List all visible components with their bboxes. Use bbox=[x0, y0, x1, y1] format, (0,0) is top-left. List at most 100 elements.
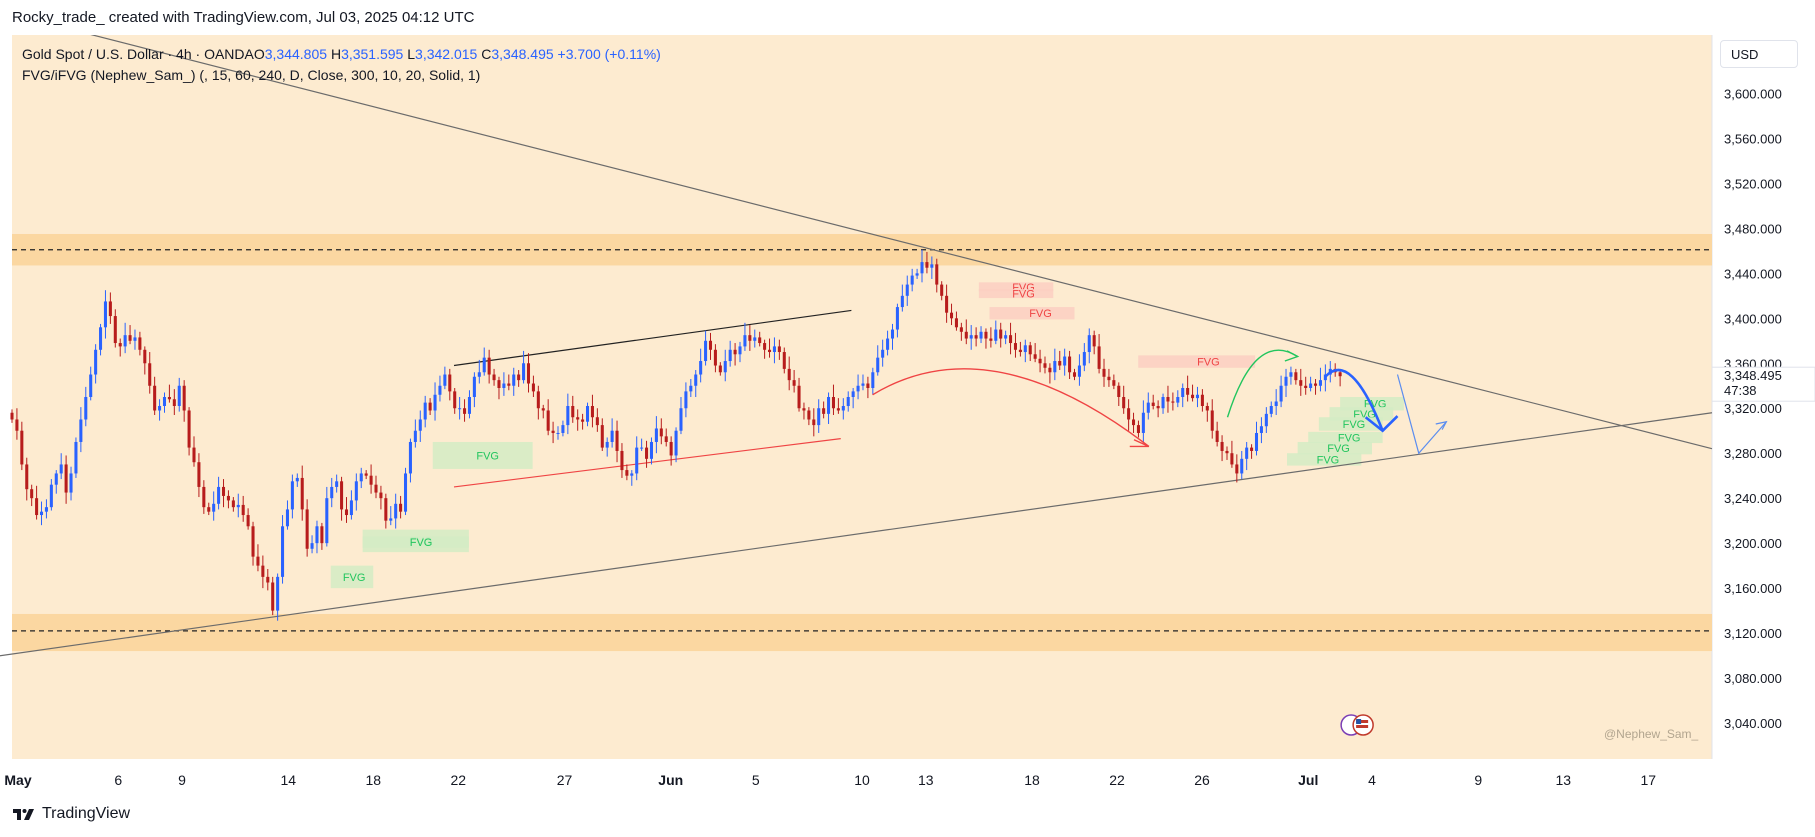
candle-body[interactable] bbox=[935, 264, 939, 285]
candle-body[interactable] bbox=[261, 565, 265, 577]
candle-body[interactable] bbox=[300, 477, 304, 510]
candle-body[interactable] bbox=[556, 432, 560, 434]
candle-body[interactable] bbox=[812, 419, 816, 426]
candle-body[interactable] bbox=[600, 425, 604, 448]
candle-body[interactable] bbox=[231, 500, 235, 508]
candle-body[interactable] bbox=[492, 374, 496, 381]
candle-body[interactable] bbox=[841, 405, 845, 411]
candle-body[interactable] bbox=[1269, 405, 1273, 414]
candle-body[interactable] bbox=[1299, 380, 1303, 386]
candle-body[interactable] bbox=[900, 295, 904, 308]
candle-body[interactable] bbox=[1156, 405, 1160, 409]
candle-body[interactable] bbox=[158, 405, 162, 411]
candle-body[interactable] bbox=[910, 275, 914, 285]
candle-body[interactable] bbox=[969, 335, 973, 339]
candle-body[interactable] bbox=[330, 486, 334, 499]
candle-body[interactable] bbox=[463, 408, 467, 414]
candle-body[interactable] bbox=[615, 430, 619, 451]
candle-body[interactable] bbox=[1323, 374, 1327, 381]
candle-body[interactable] bbox=[1245, 447, 1249, 459]
candle-body[interactable] bbox=[35, 498, 39, 516]
candle-body[interactable] bbox=[684, 391, 688, 409]
candle-body[interactable] bbox=[610, 430, 614, 442]
candle-body[interactable] bbox=[246, 515, 250, 527]
candle-body[interactable] bbox=[79, 419, 83, 442]
candle-body[interactable] bbox=[1063, 356, 1067, 366]
candle-body[interactable] bbox=[15, 419, 19, 431]
candle-body[interactable] bbox=[389, 518, 393, 521]
candle-body[interactable] bbox=[241, 504, 245, 516]
candle-body[interactable] bbox=[679, 408, 683, 431]
candle-body[interactable] bbox=[728, 349, 732, 362]
candle-body[interactable] bbox=[1043, 363, 1047, 368]
candle-body[interactable] bbox=[954, 318, 958, 328]
candle-body[interactable] bbox=[738, 346, 742, 355]
candle-body[interactable] bbox=[595, 417, 599, 426]
candle-body[interactable] bbox=[266, 576, 270, 583]
candle-body[interactable] bbox=[423, 402, 427, 420]
candle-body[interactable] bbox=[64, 464, 68, 493]
candle-body[interactable] bbox=[84, 397, 88, 420]
candle-body[interactable] bbox=[797, 385, 801, 409]
candle-body[interactable] bbox=[256, 556, 260, 566]
candle-body[interactable] bbox=[625, 470, 629, 476]
candle-body[interactable] bbox=[453, 391, 457, 409]
candle-body[interactable] bbox=[187, 410, 191, 448]
candle-body[interactable] bbox=[1181, 388, 1185, 397]
candle-body[interactable] bbox=[172, 399, 176, 406]
candle-body[interactable] bbox=[802, 408, 806, 411]
candle-body[interactable] bbox=[428, 402, 432, 411]
candle-body[interactable] bbox=[649, 441, 653, 459]
candle-body[interactable] bbox=[861, 383, 865, 386]
candle-body[interactable] bbox=[153, 385, 157, 411]
candle-body[interactable] bbox=[1220, 441, 1224, 451]
candle-body[interactable] bbox=[748, 335, 752, 341]
chart-frame[interactable]: FVGFVGFVGFVGFVGFVGFVGFVGFVGFVGFVGFVGFVGF… bbox=[0, 35, 1815, 795]
candle-body[interactable] bbox=[177, 385, 181, 406]
candle-body[interactable] bbox=[408, 441, 412, 474]
candle-body[interactable] bbox=[320, 526, 324, 544]
candle-body[interactable] bbox=[1009, 335, 1013, 344]
candle-body[interactable] bbox=[202, 486, 206, 508]
candle-body[interactable] bbox=[133, 337, 137, 341]
candle-body[interactable] bbox=[930, 264, 934, 268]
candle-body[interactable] bbox=[1087, 335, 1091, 353]
candle-body[interactable] bbox=[866, 383, 870, 389]
candle-body[interactable] bbox=[335, 481, 339, 487]
candle-body[interactable] bbox=[1092, 335, 1096, 347]
candle-body[interactable] bbox=[763, 343, 767, 350]
candle-body[interactable] bbox=[433, 394, 437, 411]
candle-body[interactable] bbox=[1294, 372, 1298, 381]
candle-body[interactable] bbox=[590, 405, 594, 418]
candle-body[interactable] bbox=[645, 447, 649, 459]
candle-body[interactable] bbox=[118, 343, 122, 347]
candle-body[interactable] bbox=[772, 346, 776, 353]
candle-body[interactable] bbox=[507, 383, 511, 386]
candle-body[interactable] bbox=[1122, 397, 1126, 409]
candle-body[interactable] bbox=[512, 374, 516, 386]
candle-body[interactable] bbox=[1038, 358, 1042, 364]
candle-body[interactable] bbox=[182, 385, 186, 411]
candle-body[interactable] bbox=[1136, 425, 1140, 433]
candle-body[interactable] bbox=[1028, 345, 1032, 355]
candle-body[interactable] bbox=[1171, 401, 1175, 403]
candle-body[interactable] bbox=[364, 473, 368, 476]
candle-body[interactable] bbox=[128, 335, 132, 341]
candle-body[interactable] bbox=[1146, 402, 1150, 413]
candle-body[interactable] bbox=[561, 425, 565, 433]
candle-body[interactable] bbox=[723, 361, 727, 373]
candle-body[interactable] bbox=[654, 428, 658, 442]
candle-body[interactable] bbox=[630, 473, 634, 476]
candle-body[interactable] bbox=[959, 327, 963, 332]
candle-body[interactable] bbox=[1023, 345, 1027, 353]
candle-body[interactable] bbox=[659, 428, 663, 437]
candle-body[interactable] bbox=[1318, 380, 1322, 386]
candle-body[interactable] bbox=[167, 397, 171, 400]
candle-body[interactable] bbox=[113, 316, 117, 344]
candle-body[interactable] bbox=[1102, 368, 1106, 377]
candle-body[interactable] bbox=[895, 307, 899, 330]
candle-body[interactable] bbox=[10, 412, 14, 420]
candle-body[interactable] bbox=[876, 357, 880, 373]
candle-body[interactable] bbox=[950, 312, 954, 319]
candle-body[interactable] bbox=[207, 507, 211, 512]
